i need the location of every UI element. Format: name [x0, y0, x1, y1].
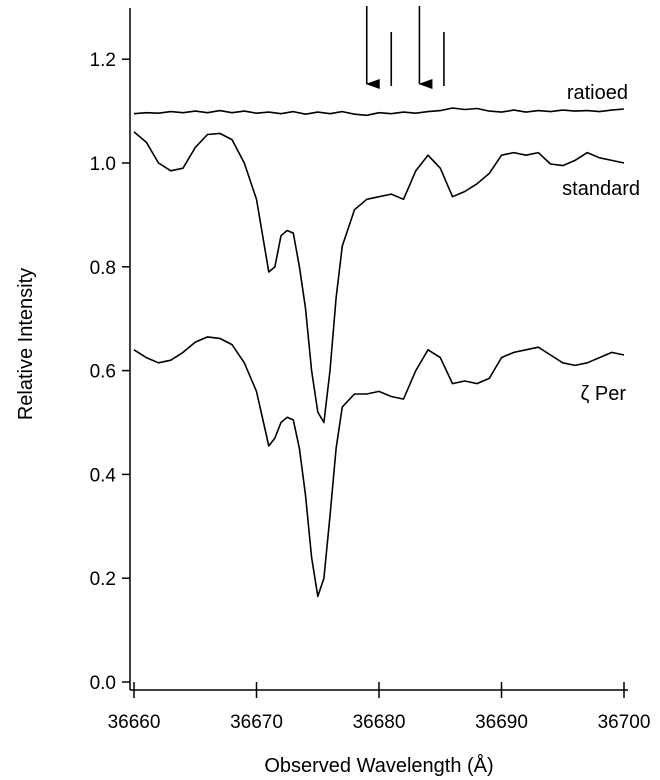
y-tick-label: 0.6 [90, 362, 116, 383]
series-lines [133, 107, 625, 598]
x-tick-label: 36670 [230, 712, 283, 733]
series-ratioed-line [133, 107, 625, 117]
x-tick-label: 36660 [108, 712, 161, 733]
series-standard-line [133, 131, 625, 424]
y-tick-label: 0.8 [90, 258, 116, 279]
series-label-standard: standard [562, 178, 640, 200]
y-tick-label: 1.0 [90, 154, 116, 175]
axes [129, 8, 628, 691]
y-axis-title: Relative Intensity [15, 268, 37, 420]
y-tick-label: 0.0 [90, 673, 116, 694]
y-tick-label: 0.4 [90, 465, 117, 486]
y-tick-label: 0.2 [90, 569, 116, 590]
series-label-zeta-per: ζ Per [581, 383, 627, 405]
y-ticks: 0.0 0.2 0.4 0.6 0.8 1.0 1.2 [90, 50, 130, 694]
x-tick-label: 36690 [475, 712, 528, 733]
y-tick-label: 1.2 [90, 50, 116, 71]
series-label-ratioed: ratioed [567, 82, 628, 104]
x-axis-title: Observed Wavelength (Å) [264, 754, 493, 777]
x-tick-label: 36700 [598, 712, 651, 733]
wavelength-markers [365, 6, 445, 89]
series-zeta-per-line [133, 336, 625, 598]
x-tick-label: 36680 [353, 712, 406, 733]
x-ticks: 36660 36670 36680 36690 36700 [108, 682, 651, 733]
